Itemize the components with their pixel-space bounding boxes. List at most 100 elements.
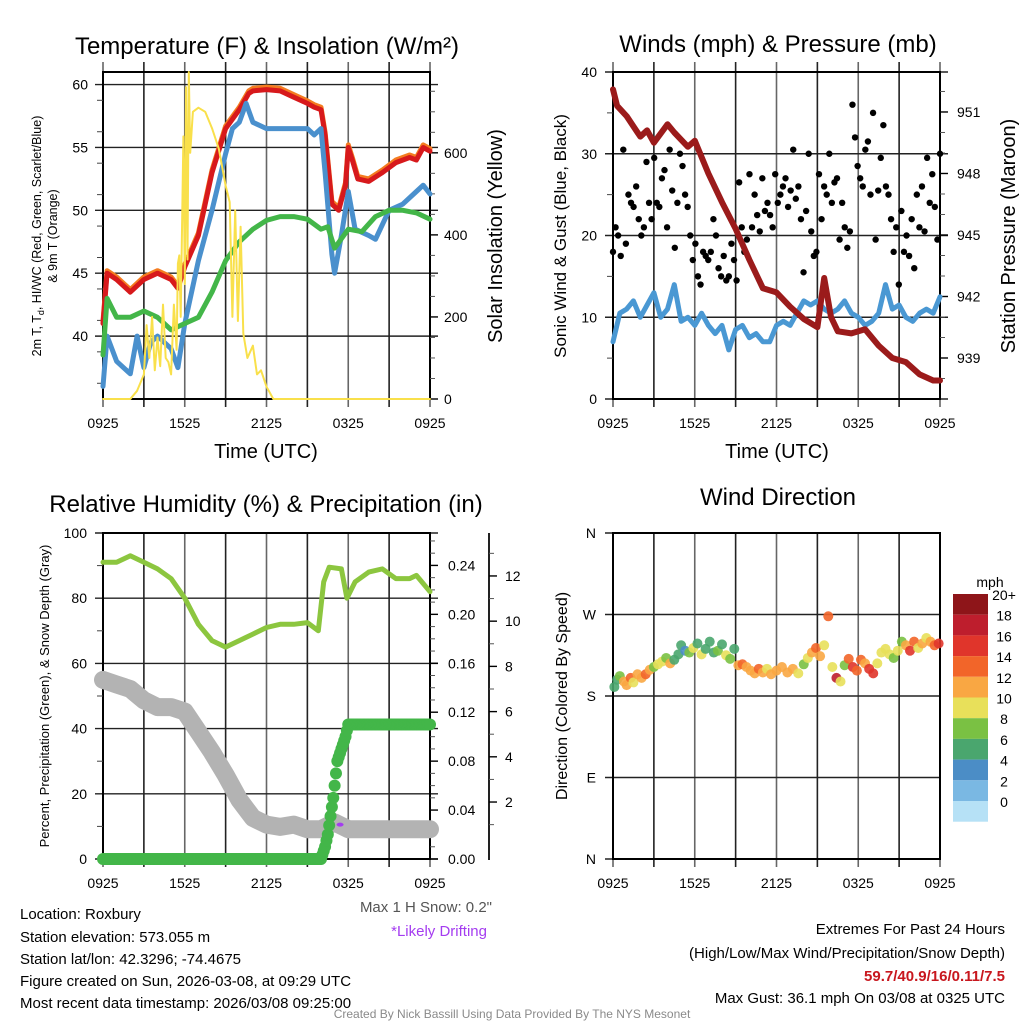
solar-y-axis-title: Solar Insolation (Yellow) — [485, 129, 507, 343]
y2-tick-label: 600 — [444, 145, 468, 161]
wind-direction-panel-title: Wind Direction — [700, 484, 856, 511]
legend-swatch — [953, 780, 988, 801]
x-tick-label: 0925 — [597, 875, 628, 891]
x-tick-label: 0325 — [333, 875, 364, 891]
legend-label: 6 — [1000, 732, 1008, 748]
wind-direction-point — [843, 653, 854, 664]
gust-point — [753, 211, 761, 219]
legend-label: 20+ — [992, 587, 1016, 603]
x-tick-label: 2125 — [761, 415, 792, 431]
extremes-title: Extremes For Past 24 Hours — [816, 921, 1005, 938]
y2-tick-label: 0 — [444, 391, 452, 407]
legend-swatch — [953, 594, 988, 615]
gust-point — [859, 183, 866, 190]
gust-point — [875, 187, 882, 194]
snow-tick-label: 2 — [505, 794, 513, 810]
precip-tick-label: 0.12 — [448, 704, 475, 720]
x-tick-label: 0325 — [843, 875, 874, 891]
precip-tick-label: 0.04 — [448, 802, 475, 818]
series-line-sonic-wind — [610, 282, 943, 353]
gust-point — [748, 224, 756, 231]
gust-point — [808, 228, 815, 235]
y-tick-label: N — [586, 525, 596, 541]
gust-point — [751, 191, 758, 198]
series-line-relative-humidity — [100, 553, 433, 650]
gust-point — [697, 281, 704, 288]
winds-panel-title: Winds (mph) & Pressure (mb) — [619, 31, 936, 58]
gust-point — [913, 191, 921, 198]
gust-point — [764, 199, 771, 206]
gust-point — [625, 191, 632, 198]
x-tick-label: 0925 — [414, 875, 445, 891]
wind-direction-point — [725, 653, 736, 664]
gust-point — [772, 170, 779, 178]
gust-point — [777, 191, 784, 198]
precip-tick-label: 0.20 — [448, 606, 475, 622]
gust-point — [905, 252, 913, 260]
legend-label: 16 — [996, 628, 1012, 644]
gust-point — [903, 232, 910, 239]
x-tick-label: 1525 — [679, 875, 710, 891]
wind-direction-y-axis-title: Direction (Colored By Speed) — [554, 592, 571, 800]
y-tick-label: E — [587, 770, 596, 786]
gust-point — [820, 183, 828, 190]
gust-point — [712, 232, 720, 239]
gust-point — [630, 203, 637, 211]
x-tick-label: 0925 — [87, 415, 118, 431]
gust-point — [833, 175, 841, 182]
legend-label: 18 — [996, 608, 1012, 624]
gust-point — [836, 236, 843, 243]
footer-recent-data: Most recent data timestamp: 2026/03/08 0… — [20, 995, 351, 1012]
x-tick-label: 0925 — [924, 415, 955, 431]
gust-point — [846, 228, 854, 235]
humidity-panel-title: Relative Humidity (%) & Precipitation (i… — [49, 491, 482, 518]
footer-elevation: Station elevation: 573.055 m — [20, 929, 210, 946]
gust-point — [766, 211, 774, 219]
gust-point — [705, 256, 712, 264]
gust-point — [900, 248, 908, 256]
y-tick-label: 100 — [64, 525, 88, 541]
precip-point — [327, 791, 340, 804]
series-line-pressure — [610, 86, 943, 384]
legend-swatch — [953, 738, 988, 760]
precip-point — [324, 810, 337, 823]
temperature-y-axis-title-line1: 2m T, Td, HI/WC (Red, Green, Scarlet/Blu… — [30, 116, 46, 357]
wind-direction-point — [933, 638, 944, 649]
gust-point — [800, 269, 807, 276]
gust-point — [854, 162, 861, 170]
gust-point — [640, 224, 648, 231]
y-tick-label: 80 — [71, 590, 87, 606]
y-tick-label: 60 — [71, 655, 87, 671]
y-tick-label: 40 — [72, 328, 88, 344]
gust-point — [728, 240, 735, 247]
gust-point — [869, 109, 877, 117]
gust-point — [841, 224, 848, 231]
gust-point — [656, 203, 663, 211]
x-tick-label: 0925 — [597, 415, 628, 431]
y2-tick-label: 945 — [957, 227, 981, 243]
gust-point — [666, 146, 673, 153]
gust-point — [622, 240, 630, 247]
gust-point — [707, 248, 715, 256]
x-tick-label: 2125 — [761, 875, 792, 891]
y-tick-label: 0 — [79, 851, 87, 867]
y-tick-label: 0 — [589, 391, 597, 407]
chart-marks: 0925 1525 2125 0325 092540455055600200400600… — [64, 62, 1016, 891]
x-tick-label: 0925 — [924, 875, 955, 891]
extremes-legend: (High/Low/Max Wind/Precipitation/Snow De… — [689, 945, 1005, 962]
gust-point — [746, 170, 753, 178]
credit-text: Created By Nick Bassill Using Data Provi… — [334, 1007, 691, 1021]
y-tick-label: 60 — [72, 77, 88, 93]
gust-point — [862, 146, 869, 153]
legend-swatch — [953, 759, 988, 781]
legend-label: 14 — [996, 649, 1012, 665]
max-snow-annotation: Max 1 H Snow: 0.2" — [360, 899, 492, 916]
wind-direction-point — [692, 638, 703, 649]
gust-point — [790, 146, 797, 153]
wind-direction-point — [827, 662, 838, 673]
gust-point — [643, 158, 650, 166]
y-tick-label: 20 — [581, 228, 597, 244]
series-line-snow-depth — [94, 670, 439, 839]
gust-point — [733, 277, 740, 284]
gust-point — [720, 252, 727, 260]
